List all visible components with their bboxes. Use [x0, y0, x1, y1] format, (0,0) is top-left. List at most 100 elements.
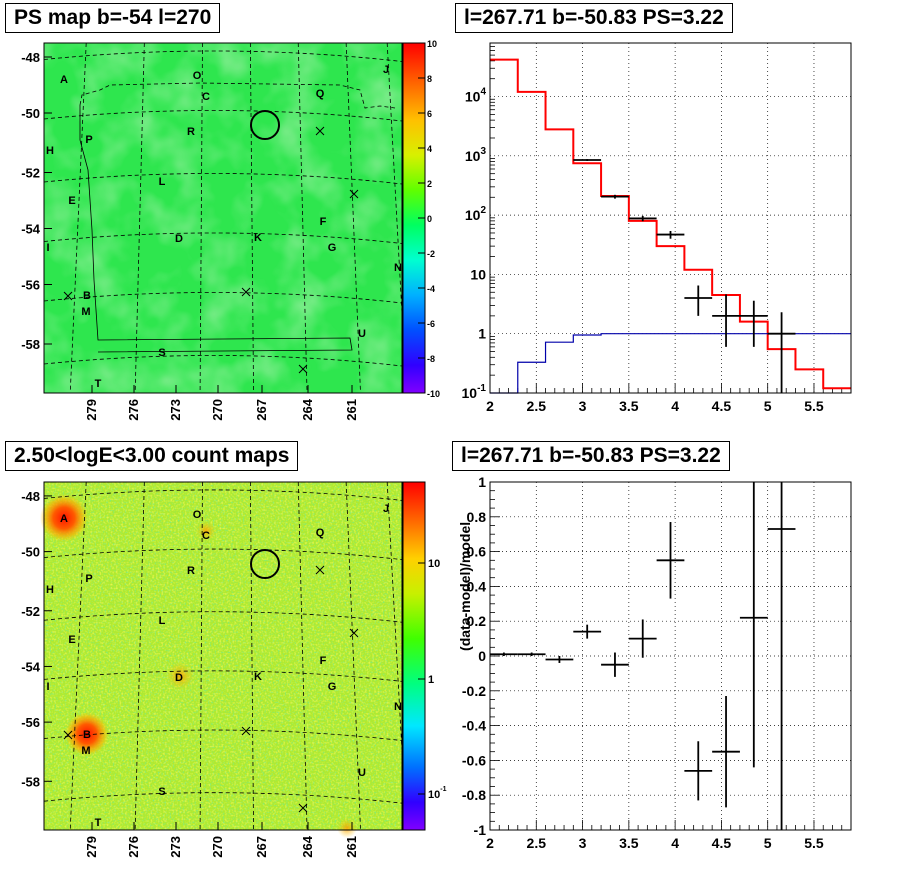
source-label-p: P — [85, 573, 92, 585]
x-tick-label: 3.5 — [619, 398, 639, 414]
lat-grid-line — [43, 489, 403, 501]
x-tick-label: 3 — [579, 398, 587, 414]
data-point — [767, 312, 796, 393]
colorbar-label: 1 — [428, 674, 434, 686]
residual-point — [517, 652, 546, 656]
lon-grid-line — [199, 42, 203, 394]
lon-tick-label: 279 — [84, 836, 99, 858]
source-label-s: S — [158, 347, 165, 359]
source-label-m: M — [81, 306, 90, 318]
lat-grid-line — [43, 670, 403, 682]
lat-grid-line — [43, 355, 403, 367]
lon-grid-line — [249, 481, 254, 831]
lon-grid-line — [345, 42, 361, 394]
lat-grid-line — [43, 729, 403, 741]
lat-tick-label: -48 — [21, 50, 40, 65]
lon-grid-line — [297, 481, 308, 831]
x-tick-label: 2.5 — [527, 835, 547, 851]
count-map-panel: -48 -50 -52 -54 -56 -58 279 276 273 270 267 264 261 … — [0, 437, 449, 875]
source-label-o: O — [193, 70, 202, 82]
lat-tick-label: -56 — [21, 715, 40, 730]
source-label-l: L — [159, 615, 166, 627]
bright-source-b — [65, 712, 109, 756]
colorbar-label: 4 — [427, 144, 432, 154]
ps-map-panel: -48 -50 -52 -54 -56 -58 279 276 273 270 267 264 261 … — [0, 0, 449, 437]
lon-grid-line — [386, 42, 407, 394]
lat-tick-label: -48 — [21, 489, 40, 504]
lat-grid-line — [43, 50, 403, 62]
x-tick-label: 2 — [486, 835, 494, 851]
y-tick-label: 0.8 — [467, 509, 487, 525]
lat-grid-line — [43, 173, 403, 185]
source-label-f: F — [320, 655, 327, 667]
source-label-r: R — [187, 126, 195, 138]
catalog-cross-marker — [241, 726, 251, 736]
source-label-r: R — [187, 565, 195, 577]
y-tick-label: 104 — [465, 87, 487, 105]
x-tick-label: 2 — [486, 398, 494, 414]
y-tick-label: 1 — [478, 474, 486, 490]
source-label-g: G — [328, 681, 337, 693]
source-label-k: K — [254, 232, 262, 244]
spectrum-chart: 2 2.5 3 3.5 4 4.5 5 5.5 10-1 1 10 102 103 104 — [462, 42, 852, 414]
x-tick-label: 4.5 — [712, 398, 732, 414]
count-colorbar — [403, 482, 425, 830]
region-boundary — [79, 105, 353, 353]
catalog-cross-marker — [63, 730, 73, 740]
lon-tick-label: 279 — [84, 399, 99, 421]
source-label-p: P — [85, 134, 92, 146]
residual-point — [712, 696, 740, 808]
lon-tick-label: 273 — [168, 399, 183, 421]
lon-grid-line — [134, 481, 145, 831]
y-tick-label: 103 — [465, 146, 487, 164]
residual-point — [739, 482, 768, 768]
lon-tick-label: 270 — [210, 399, 225, 421]
y-tick-label: 102 — [465, 205, 487, 223]
y-tick-label: 10-1 — [462, 383, 487, 401]
source-label-d: D — [175, 672, 183, 684]
catalog-cross-marker — [298, 364, 308, 374]
lon-tick-label: 267 — [254, 836, 269, 858]
lat-tick-label: -58 — [21, 774, 40, 789]
source-label-j: J — [383, 503, 389, 515]
y-tick-label: -0.8 — [462, 787, 486, 803]
source-label-c: C — [202, 530, 210, 542]
catalog-cross-marker — [315, 126, 325, 136]
lat-tick-label: -50 — [21, 106, 40, 121]
x-tick-label: 4.5 — [712, 835, 732, 851]
lat-tick-label: -50 — [21, 545, 40, 560]
residual-point — [601, 652, 629, 677]
lon-grid-line — [134, 42, 145, 394]
data-point — [601, 194, 629, 199]
count-map-title: 2.50<logE<3.00 count maps — [5, 441, 299, 471]
y-tick-label: 1 — [478, 326, 486, 342]
lon-tick-label: 276 — [126, 836, 141, 858]
lon-tick-label: 264 — [300, 398, 315, 420]
plot-frame — [489, 481, 852, 831]
y-tick-label: 0 — [478, 648, 486, 664]
lon-tick-label: 261 — [344, 399, 359, 421]
source-label-n: N — [394, 262, 402, 274]
colorbar-label: 10 — [428, 558, 440, 570]
data-point — [712, 294, 740, 347]
catalog-cross-marker — [349, 628, 359, 638]
lon-tick-label: 261 — [344, 836, 359, 858]
y-tick-label: -0.4 — [462, 718, 486, 734]
lon-grid-line — [297, 42, 308, 394]
residual-point — [628, 619, 657, 658]
colorbar-label: 2 — [427, 179, 432, 189]
lat-tick-label: -54 — [21, 659, 41, 674]
lat-tick-label: -52 — [21, 604, 40, 619]
source-label-t: T — [95, 378, 102, 390]
catalog-cross-marker — [63, 291, 73, 301]
x-tick-label: 5 — [764, 398, 772, 414]
y-tick-label: -0.2 — [462, 683, 486, 699]
lat-tick-label: -54 — [21, 222, 41, 237]
target-circle — [250, 110, 280, 140]
residual-point — [573, 624, 602, 639]
colorbar-label: -10 — [427, 389, 440, 399]
residual-point — [656, 522, 685, 599]
lat-tick-label: -58 — [21, 337, 40, 352]
lat-tick-label: -56 — [21, 278, 40, 293]
